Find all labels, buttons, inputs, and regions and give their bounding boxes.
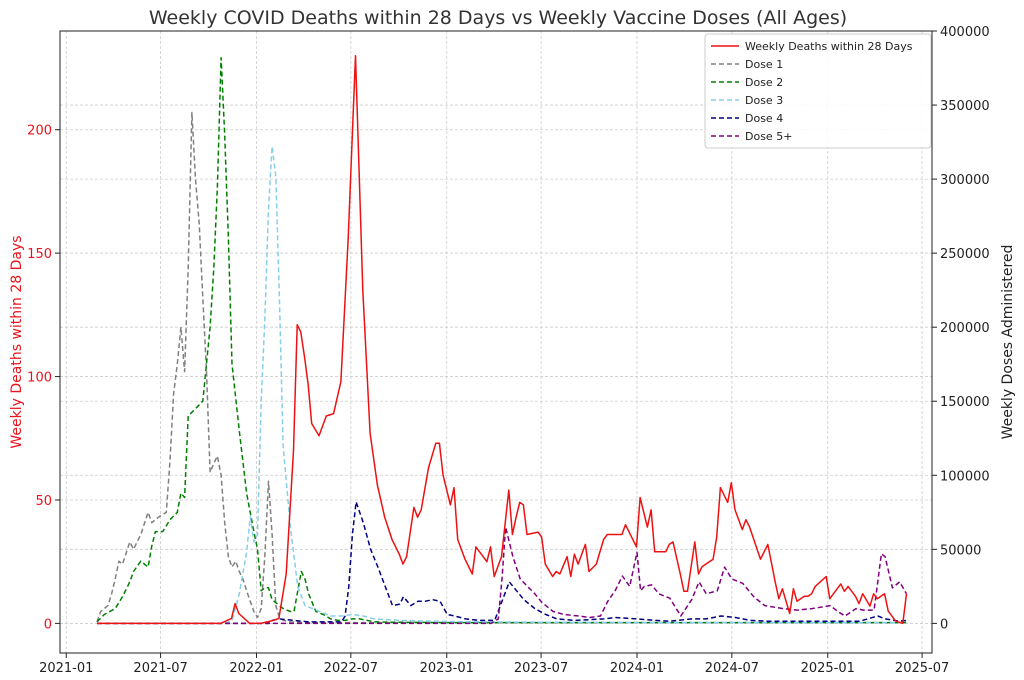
right-y-tick-label: 0 — [940, 617, 948, 632]
x-tick-label: 2023-07 — [514, 661, 568, 676]
series-line-dose-5 — [97, 526, 908, 625]
x-tick-label: 2024-01 — [610, 661, 664, 676]
right-y-tick-label: 100000 — [940, 469, 990, 484]
legend-label-dose-1: Dose 1 — [745, 58, 783, 71]
right-y-tick-label: 350000 — [940, 99, 990, 114]
legend: Weekly Deaths within 28 Days Dose 1 Dose 2… — [704, 33, 932, 149]
right-y-axis-ticks: 0 50000 100000 150000 200000 250000 300000 3500… — [932, 25, 990, 632]
right-y-tick-label: 250000 — [940, 247, 990, 262]
legend-label-dose-4: Dose 4 — [745, 112, 783, 125]
chart-title: Weekly COVID Deaths within 28 Days vs We… — [149, 7, 847, 29]
legend-label-dose-5: Dose 5+ — [745, 130, 792, 143]
left-y-tick-label: 150 — [27, 247, 52, 262]
legend-label-dose-3: Dose 3 — [745, 94, 783, 107]
x-tick-label: 2021-07 — [133, 661, 187, 676]
x-tick-label: 2022-01 — [229, 661, 283, 676]
legend-label-weekly-deaths-within-28-days: Weekly Deaths within 28 Days — [745, 40, 913, 53]
left-y-axis-ticks: 0 50 100 150 200 — [27, 124, 60, 632]
legend-box — [704, 33, 932, 149]
x-tick-label: 2022-07 — [324, 661, 378, 676]
right-y-axis-label: Weekly Doses Administered — [1000, 245, 1016, 440]
x-tick-label: 2021-01 — [39, 661, 93, 676]
x-axis-ticks: 2021-01 2021-07 2022-01 2022-07 2023-01 2023-… — [39, 653, 949, 676]
left-y-tick-label: 100 — [27, 371, 52, 386]
right-y-tick-label: 200000 — [940, 321, 990, 336]
right-y-tick-label: 300000 — [940, 173, 990, 188]
series-line-dose-1 — [96, 111, 907, 624]
right-y-tick-label: 50000 — [940, 543, 981, 558]
right-y-tick-label: 400000 — [940, 25, 990, 40]
x-tick-label: 2024-07 — [705, 661, 759, 676]
left-y-axis-label: Weekly Deaths within 28 Days — [9, 235, 25, 448]
series-line-weekly-deaths-within-28-days — [97, 54, 908, 625]
plot-series — [96, 54, 908, 625]
legend-label-dose-2: Dose 2 — [745, 76, 783, 89]
left-y-tick-label: 50 — [35, 494, 52, 509]
series-line-dose-4 — [97, 501, 907, 625]
left-y-tick-label: 0 — [44, 617, 52, 632]
right-y-tick-label: 150000 — [940, 395, 990, 410]
series-line-dose-2 — [96, 56, 907, 624]
series-line-dose-3 — [97, 145, 907, 625]
left-y-tick-label: 200 — [27, 124, 52, 139]
plot-frame — [59, 30, 933, 654]
x-tick-label: 2023-01 — [420, 661, 474, 676]
x-tick-label: 2025-07 — [895, 661, 949, 676]
x-tick-label: 2025-01 — [801, 661, 855, 676]
